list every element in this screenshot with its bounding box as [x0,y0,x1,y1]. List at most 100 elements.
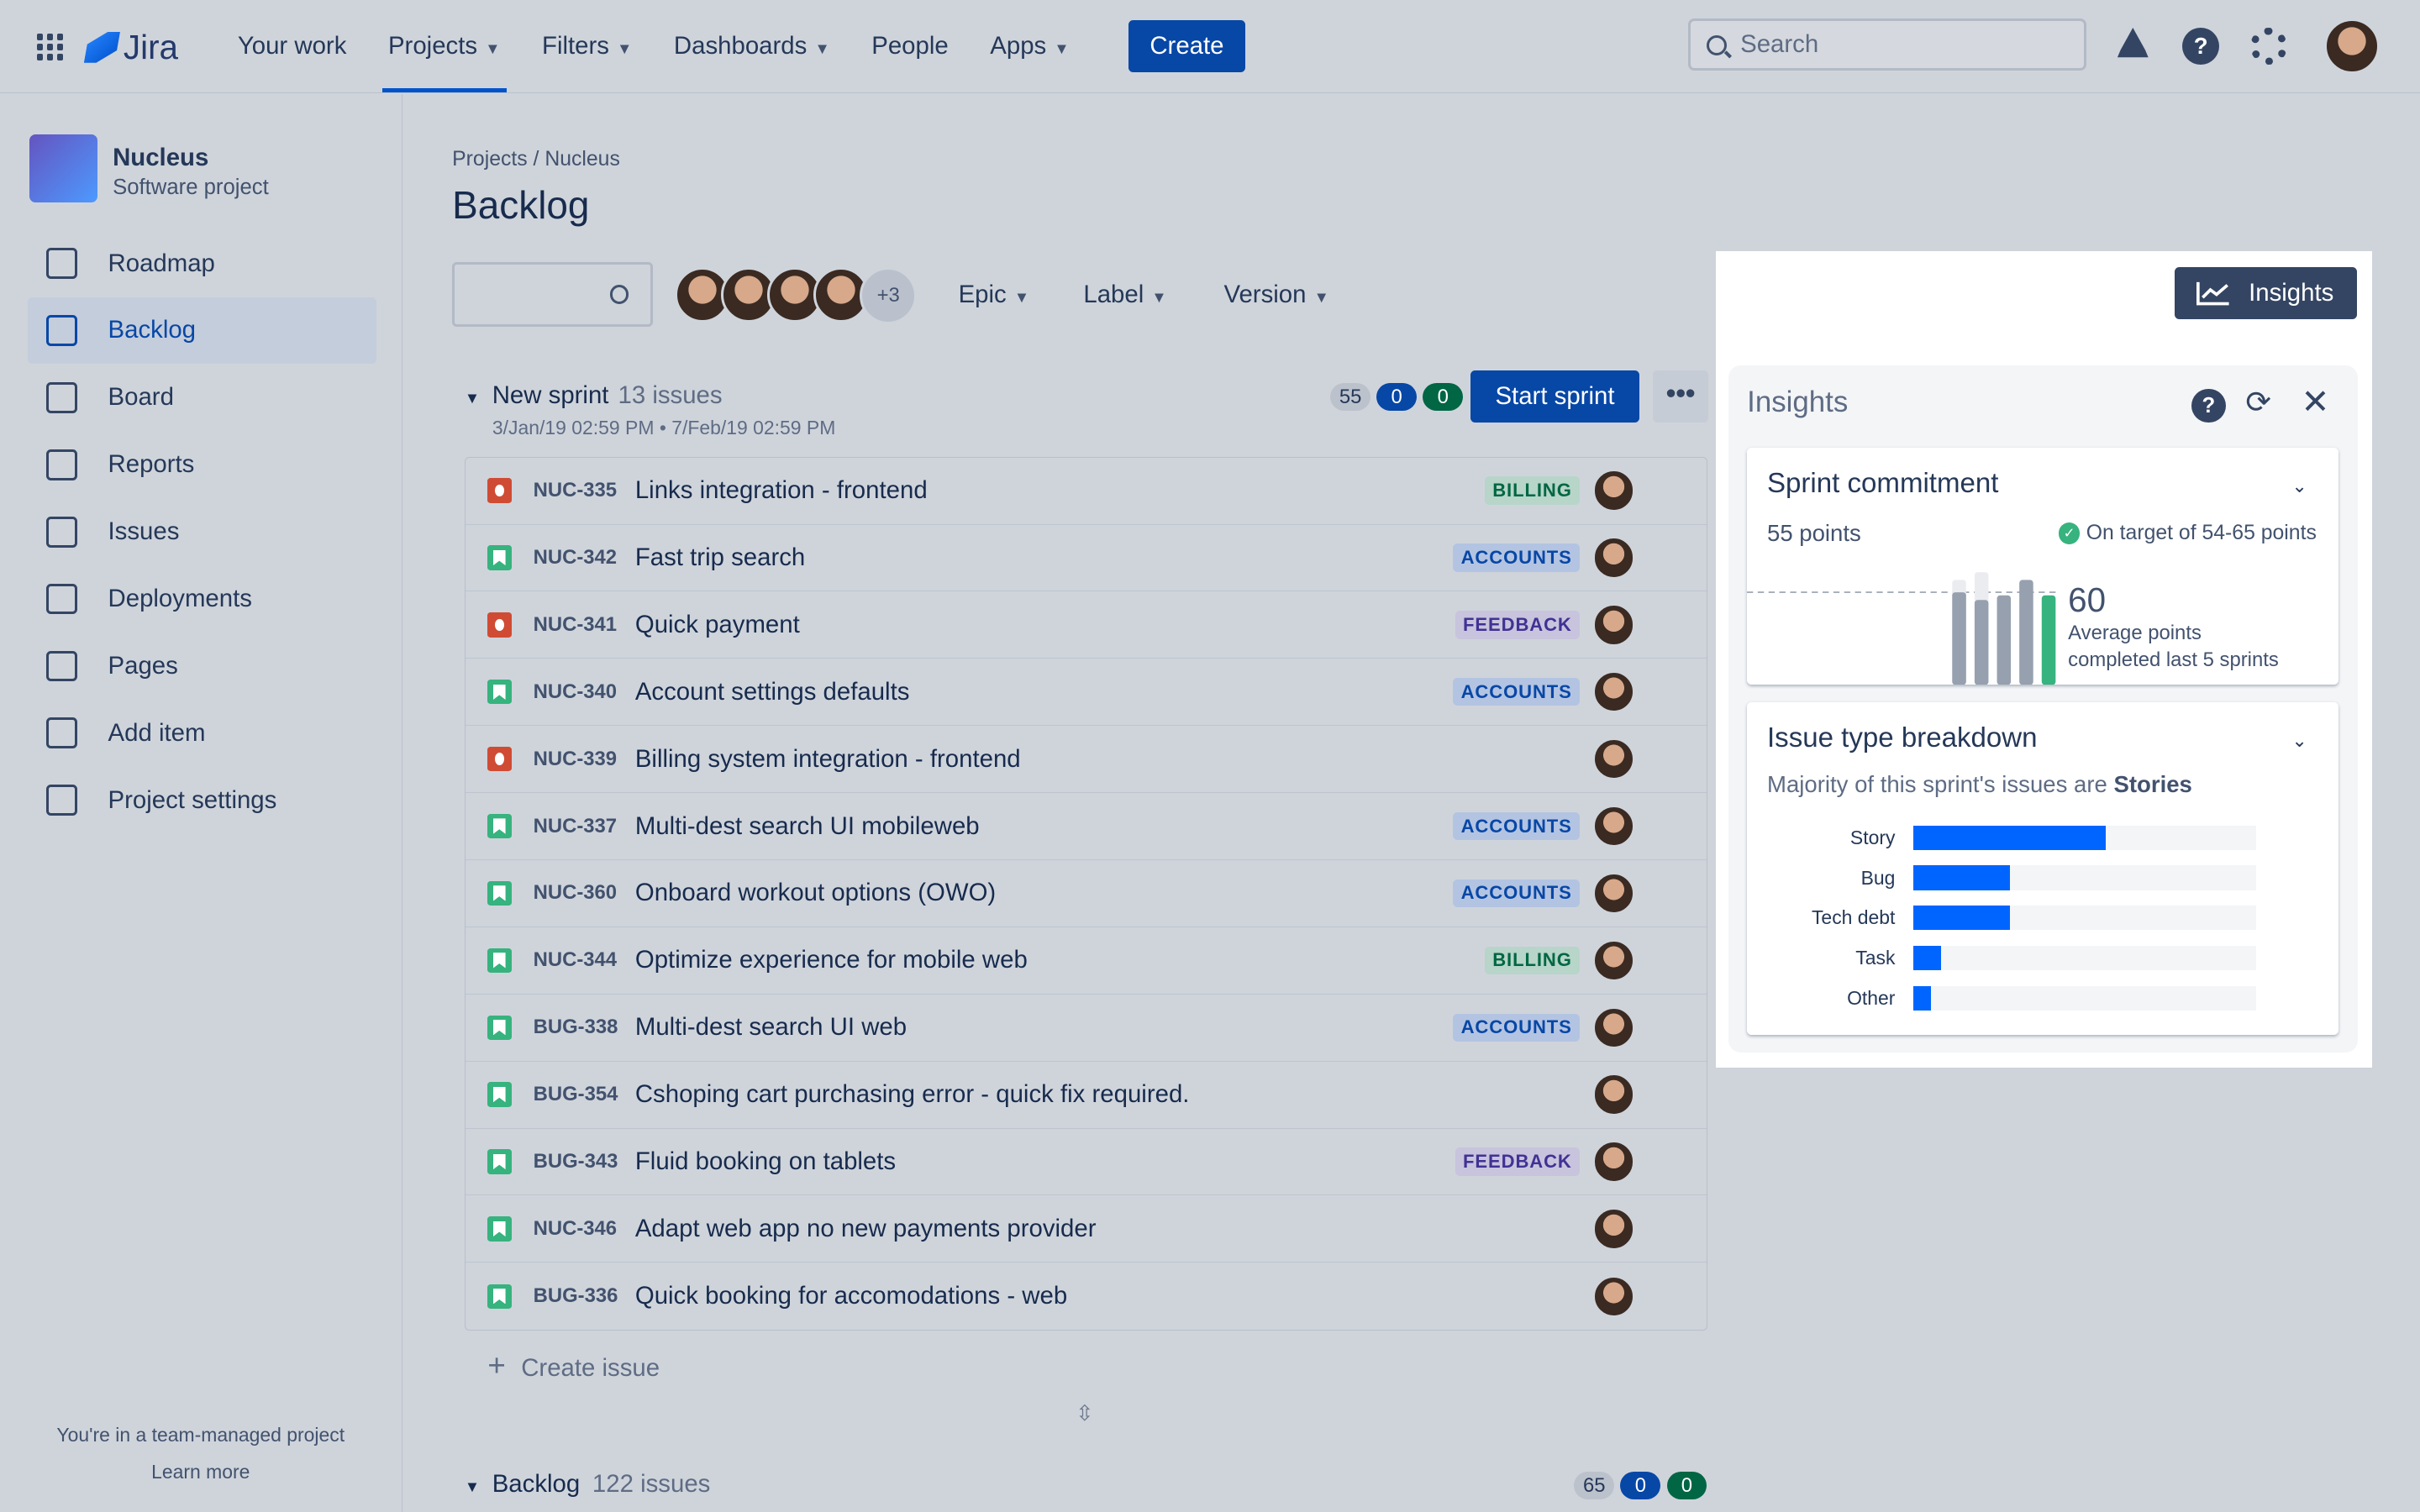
assignee-avatar[interactable] [1591,469,1636,512]
issue-key[interactable]: BUG-343 [533,1150,618,1173]
issue-row[interactable]: NUC-346 Adapt web app no new payments pro… [465,1195,1707,1263]
issue-key[interactable]: NUC-342 [533,545,618,569]
assignee-avatar[interactable] [1591,1207,1636,1251]
issue-key[interactable]: NUC-341 [533,612,618,636]
sidebar-item-pages[interactable]: Pages [28,633,376,700]
issue-row[interactable]: NUC-339 Billing system integration - fron… [465,726,1707,794]
nav-apps[interactable]: Apps ▼ [990,0,1069,92]
insights-button-label: Insights [2249,278,2334,307]
sidebar-item-deployments[interactable]: Deployments [28,565,376,633]
issue-key[interactable]: BUG-338 [533,1016,618,1039]
issue-row[interactable]: NUC-341 Quick payment FEEDBACK [465,591,1707,659]
sidebar-item-issues[interactable]: Issues [28,498,376,565]
issue-row[interactable]: NUC-344 Optimize experience for mobile we… [465,927,1707,995]
assignee-avatar[interactable] [1591,1140,1636,1184]
issue-row[interactable]: NUC-335 Links integration - frontend BILLI… [465,458,1707,525]
chevron-down-icon: ▼ [485,39,501,57]
issue-summary: Onboard workout options (OWO) [634,879,997,907]
assignee-avatar[interactable] [1591,603,1636,647]
nav-filters[interactable]: Filters ▼ [542,0,632,92]
issue-row[interactable]: NUC-342 Fast trip search ACCOUNTS [465,525,1707,592]
backlog-header[interactable]: ▼ Backlog 122 issues [465,1470,711,1499]
bug-type-icon [487,612,512,638]
chevron-down-icon: ▼ [1313,288,1329,307]
chevron-down-icon[interactable]: ⌄ [2291,475,2307,496]
issue-row[interactable]: NUC-360 Onboard workout options (OWO) ACCO… [465,860,1707,927]
label-filter[interactable]: Label ▼ [1083,281,1166,309]
subtitle-bold: Stories [2113,771,2192,798]
assignee-avatar[interactable] [1591,938,1636,983]
assignee-avatar[interactable] [1591,804,1636,848]
search-placeholder: Search [1740,30,1819,59]
learn-more-link[interactable]: Learn more [151,1461,250,1483]
search-input[interactable]: Search [1688,18,2087,71]
assignee-avatar[interactable] [1591,536,1636,580]
sprint-header[interactable]: ▼ New sprint 13 issues [465,381,723,410]
issue-key[interactable]: NUC-360 [533,881,618,905]
create-button[interactable]: Create [1128,19,1246,73]
sidebar-item-roadmap[interactable]: Roadmap [28,230,376,297]
app-switcher-icon[interactable] [37,34,64,60]
help-icon[interactable]: ? [2191,388,2226,423]
chevron-down-icon: ▼ [464,388,481,407]
issue-key[interactable]: NUC-344 [533,948,618,972]
issue-row[interactable]: NUC-340 Account settings defaults ACCOUNTS [465,659,1707,727]
issue-key[interactable]: BUG-336 [533,1284,618,1308]
assignee-avatar[interactable] [1591,670,1636,714]
backlog-search-input[interactable] [452,262,653,328]
issue-key[interactable]: NUC-346 [533,1216,618,1240]
issue-label: FEEDBACK [1455,1147,1580,1176]
assignee-avatar[interactable] [1591,737,1636,781]
breadcrumb[interactable]: Projects / Nucleus [452,148,620,171]
start-sprint-button[interactable]: Start sprint [1470,370,1639,423]
avatar[interactable] [766,266,823,323]
logo-text: Jira [123,28,178,67]
sidebar-item-add-item[interactable]: Add item [28,700,376,767]
issue-key[interactable]: NUC-335 [533,479,618,502]
settings-icon[interactable] [2249,28,2287,66]
refresh-icon[interactable]: ⟳ [2245,385,2272,420]
more-actions-button[interactable]: ••• [1653,370,1709,423]
insights-toggle-button[interactable]: Insights [2174,266,2357,320]
sidebar-item-board[interactable]: Board [28,364,376,431]
assignee-avatar[interactable] [1591,1274,1636,1318]
help-icon[interactable]: ? [2182,28,2220,66]
close-icon[interactable]: ✕ [2301,381,2330,421]
breakdown-bar [1913,945,1942,971]
assignee-avatar[interactable] [1591,1005,1636,1049]
breakdown-bar [1913,825,2106,850]
check-circle-icon: ✓ [2058,522,2081,544]
issue-key[interactable]: NUC-340 [533,680,618,703]
issue-row[interactable]: BUG-336 Quick booking for accomodations -… [466,1263,1707,1330]
notifications-icon[interactable] [2117,28,2149,58]
resize-handle-icon[interactable]: ⇳ [1076,1401,1094,1425]
sidebar-item-reports[interactable]: Reports [28,431,376,498]
issue-key[interactable]: NUC-337 [533,814,618,837]
avatar[interactable] [674,266,730,323]
project-header[interactable]: Nucleus Software project [29,134,269,202]
nav-people[interactable]: People [871,0,948,92]
assignee-avatar[interactable] [1591,1073,1636,1116]
issue-row[interactable]: BUG-343 Fluid booking on tablets FEEDBACK [465,1129,1707,1196]
avatar[interactable] [720,266,776,323]
profile-avatar[interactable] [2324,18,2381,75]
issue-row[interactable]: NUC-337 Multi-dest search UI mobileweb ACC… [465,793,1707,860]
nav-projects[interactable]: Projects ▼ [381,0,507,93]
average-label-line: completed last 5 sprints [2068,648,2279,671]
issue-row[interactable]: BUG-354 Cshoping cart purchasing error - … [465,1062,1707,1129]
issue-key[interactable]: BUG-354 [533,1083,618,1106]
jira-logo[interactable]: Jira [87,28,178,67]
nav-dashboards[interactable]: Dashboards ▼ [674,0,830,92]
issue-row[interactable]: BUG-338 Multi-dest search UI web ACCOUNTS [465,995,1707,1062]
epic-filter[interactable]: Epic ▼ [959,281,1030,309]
sidebar-item-backlog[interactable]: Backlog [28,297,377,365]
sidebar-item-project-settings[interactable]: Project settings [28,767,376,834]
more-assignees[interactable]: +3 [860,266,918,325]
nav-your-work[interactable]: Your work [238,0,347,92]
chevron-down-icon[interactable]: ⌄ [2291,729,2307,751]
assignee-avatar[interactable] [1591,871,1636,916]
issue-key[interactable]: NUC-339 [533,747,618,770]
nav-label: Projects [387,32,478,60]
create-issue-button[interactable]: + Create issue [487,1348,660,1383]
version-filter[interactable]: Version ▼ [1224,281,1329,309]
